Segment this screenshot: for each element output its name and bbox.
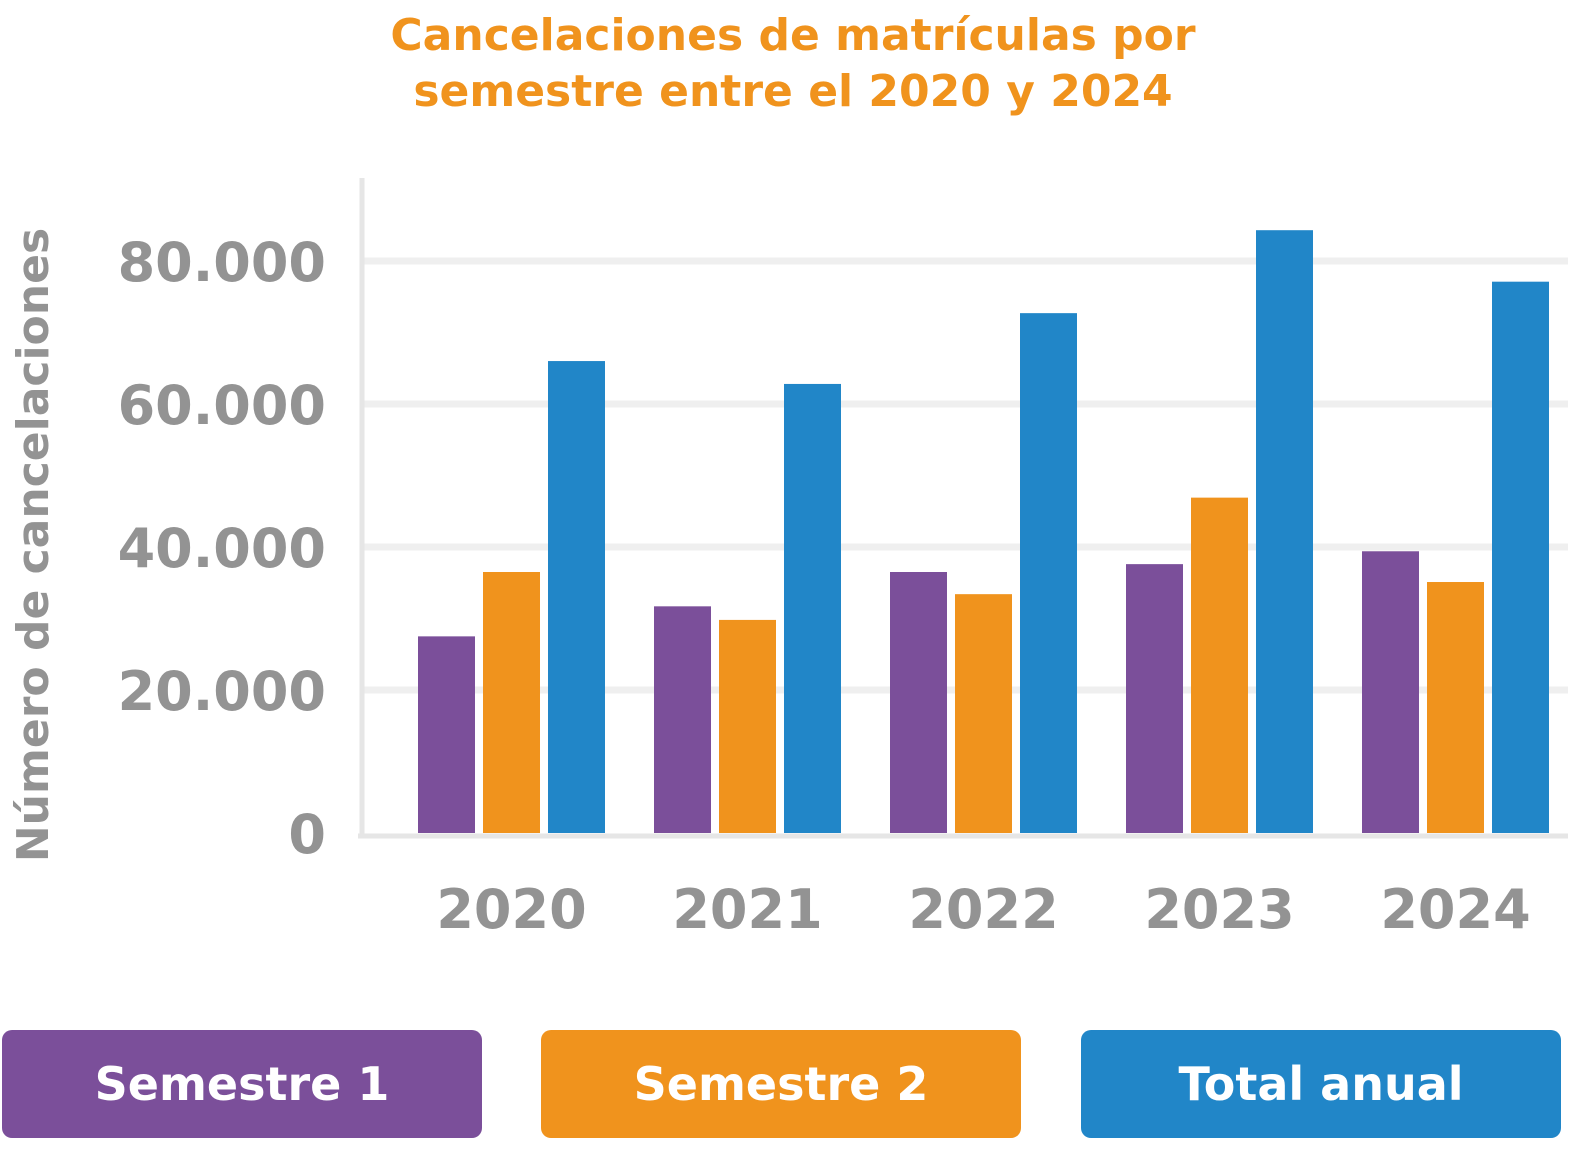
bar-semestre-2-2023: [1191, 497, 1248, 833]
legend-label: Semestre 1: [94, 1057, 390, 1111]
y-axis-label: Número de cancelaciones: [8, 228, 59, 862]
bar-semestre-1-2023: [1126, 564, 1183, 833]
bar-total-anual-2023: [1256, 230, 1313, 834]
x-tick-label: 2024: [1380, 878, 1530, 941]
x-tick-label: 2020: [436, 878, 586, 941]
y-tick-label: 20.000: [118, 660, 326, 723]
y-tick-label: 40.000: [118, 517, 326, 580]
title-line-1: Cancelaciones de matrículas por: [390, 10, 1196, 61]
x-tick-label: 2021: [672, 878, 822, 941]
x-tick-label: 2023: [1144, 878, 1294, 941]
x-tick-label: 2022: [908, 878, 1058, 941]
bar-total-anual-2020: [548, 361, 605, 833]
chart-title: Cancelaciones de matrículas por semestre…: [0, 8, 1586, 120]
bar-semestre-2-2022: [955, 594, 1012, 833]
legend-semestre-1: Semestre 1: [2, 1030, 482, 1138]
bar-semestre-2-2020: [483, 572, 540, 833]
bar-semestre-1-2024: [1362, 551, 1419, 833]
legend-label: Total anual: [1178, 1057, 1464, 1111]
bar-chart: 0 20.000 40.000 60.000 80.000 2020 2021 2022 20…: [8, 178, 1568, 941]
bar-total-anual-2024: [1492, 281, 1549, 833]
bar-total-anual-2022: [1020, 313, 1077, 834]
y-tick-label: 60.000: [118, 374, 326, 437]
y-tick-label: 0: [288, 803, 326, 866]
legend-semestre-2: Semestre 2: [541, 1030, 1021, 1138]
bar-semestre-1-2020: [418, 636, 475, 833]
bar-semestre-1-2022: [890, 572, 947, 833]
legend-total-anual: Total anual: [1081, 1030, 1561, 1138]
y-tick-label: 80.000: [118, 231, 326, 294]
bar-semestre-1-2021: [654, 606, 711, 833]
bar-total-anual-2021: [784, 383, 841, 833]
bar-semestre-2-2021: [719, 619, 776, 833]
bar-semestre-2-2024: [1427, 582, 1484, 833]
title-line-2: semestre entre el 2020 y 2024: [413, 66, 1173, 117]
legend-label: Semestre 2: [633, 1057, 929, 1111]
